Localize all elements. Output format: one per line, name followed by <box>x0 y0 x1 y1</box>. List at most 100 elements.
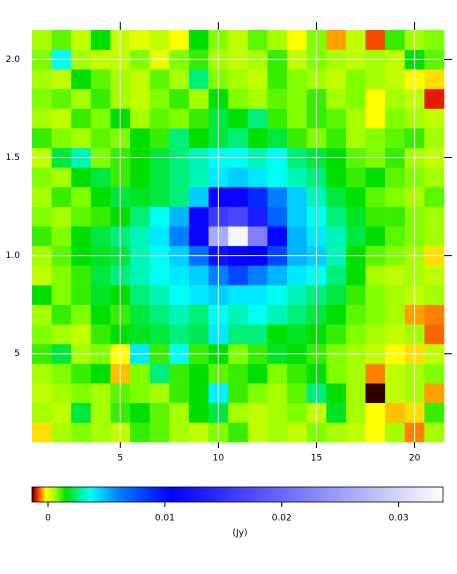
heatmap-cell <box>365 324 386 345</box>
heatmap-cell <box>130 88 151 109</box>
heatmap-cell <box>228 30 249 50</box>
heatmap-cell <box>287 108 307 129</box>
heatmap-cell <box>188 363 209 384</box>
heatmap-cell <box>287 363 307 384</box>
heatmap-cell <box>287 206 307 227</box>
heatmap-cell <box>71 383 92 404</box>
heatmap-cell <box>247 30 268 50</box>
heatmap-cell <box>424 69 445 90</box>
heatmap-cell <box>247 206 268 227</box>
heatmap-cell <box>71 128 92 149</box>
heatmap-cell <box>149 402 170 423</box>
heatmap-cell <box>169 186 190 207</box>
heatmap-cell <box>32 186 52 207</box>
heatmap-cell <box>326 88 347 109</box>
heatmap-cell <box>90 402 111 423</box>
heatmap-cell <box>326 363 347 384</box>
heatmap-cell <box>51 265 72 286</box>
heatmap-cell <box>228 186 249 207</box>
heatmap-cell <box>247 422 268 443</box>
heatmap-cell <box>365 402 386 423</box>
heatmap-cell <box>169 285 190 305</box>
heatmap-cell <box>385 422 406 443</box>
heatmap-cell <box>130 304 151 325</box>
heatmap-cell <box>385 324 406 345</box>
heatmap-cell <box>228 128 249 149</box>
heatmap-cell <box>149 265 170 286</box>
heatmap-cell <box>130 167 151 188</box>
heatmap-cell <box>287 226 307 247</box>
heatmap-cell <box>149 88 170 109</box>
heatmap-cell <box>51 88 72 109</box>
heatmap-cell <box>169 167 190 188</box>
heatmap-cell <box>424 226 445 247</box>
heatmap-cell <box>90 30 111 50</box>
heatmap-cell <box>267 30 288 50</box>
heatmap-cell <box>385 226 406 247</box>
heatmap-cell <box>169 128 190 149</box>
heatmap-cell <box>90 69 111 90</box>
heatmap-cell <box>267 206 288 227</box>
heatmap-cell <box>287 422 307 443</box>
y-tick-label: 5 <box>14 349 20 359</box>
heatmap-cell <box>90 186 111 207</box>
heatmap-cell <box>71 30 92 50</box>
heatmap-cell <box>424 363 445 384</box>
heatmap-cell <box>51 186 72 207</box>
heatmap-cell <box>424 285 445 305</box>
heatmap-cell <box>287 69 307 90</box>
heatmap-cell <box>385 69 406 90</box>
heatmap-cell <box>345 363 366 384</box>
heatmap-cell <box>385 128 406 149</box>
heatmap-cell <box>385 186 406 207</box>
heatmap-cell <box>51 402 72 423</box>
x-tick-label: 10 <box>213 454 225 464</box>
heatmap-cell <box>32 265 52 286</box>
heatmap-cell <box>130 285 151 305</box>
heatmap-cell <box>90 324 111 345</box>
heatmap-cell <box>385 363 406 384</box>
heatmap-cell <box>365 285 386 305</box>
heatmap-cell <box>149 69 170 90</box>
heatmap-cell <box>365 30 386 50</box>
heatmap-cell <box>130 422 151 443</box>
heatmap-cell <box>188 88 209 109</box>
heatmap-cell <box>130 108 151 129</box>
heatmap-cell <box>424 108 445 129</box>
colorbar-tick-label: 0.03 <box>389 514 409 524</box>
heatmap-cell <box>51 304 72 325</box>
heatmap-cell <box>287 324 307 345</box>
heatmap-cell <box>32 167 52 188</box>
heatmap-cell <box>90 265 111 286</box>
heatmap-cell <box>424 324 445 345</box>
heatmap-cell <box>345 226 366 247</box>
heatmap-cell <box>267 128 288 149</box>
heatmap-cell <box>247 324 268 345</box>
heatmap-cell <box>130 30 151 50</box>
heatmap-cell <box>326 108 347 129</box>
heatmap-cell <box>326 206 347 227</box>
heatmap-cell <box>228 265 249 286</box>
heatmap-cell <box>424 402 445 423</box>
heatmap-cell <box>90 363 111 384</box>
heatmap-cell <box>345 304 366 325</box>
heatmap-cell <box>267 186 288 207</box>
colorbar-tick-label: 0 <box>45 514 51 524</box>
heatmap-cell <box>32 30 52 50</box>
heatmap-cell <box>130 206 151 227</box>
heatmap-cell <box>385 88 406 109</box>
heatmap-cell <box>424 167 445 188</box>
heatmap-cell <box>345 206 366 227</box>
heatmap-cell <box>130 363 151 384</box>
overlay: 5 10 15 20 5 1.0 1.5 2.0 <box>6 22 452 464</box>
heatmap-cell <box>71 206 92 227</box>
heatmap-cell <box>247 128 268 149</box>
heatmap-cell <box>287 265 307 286</box>
heatmap-cell <box>424 383 445 404</box>
heatmap-cell <box>32 285 52 305</box>
heatmap-cell <box>345 167 366 188</box>
heatmap-cell <box>32 402 52 423</box>
heatmap-cell <box>71 186 92 207</box>
heatmap-cell <box>287 383 307 404</box>
heatmap-cell <box>51 285 72 305</box>
